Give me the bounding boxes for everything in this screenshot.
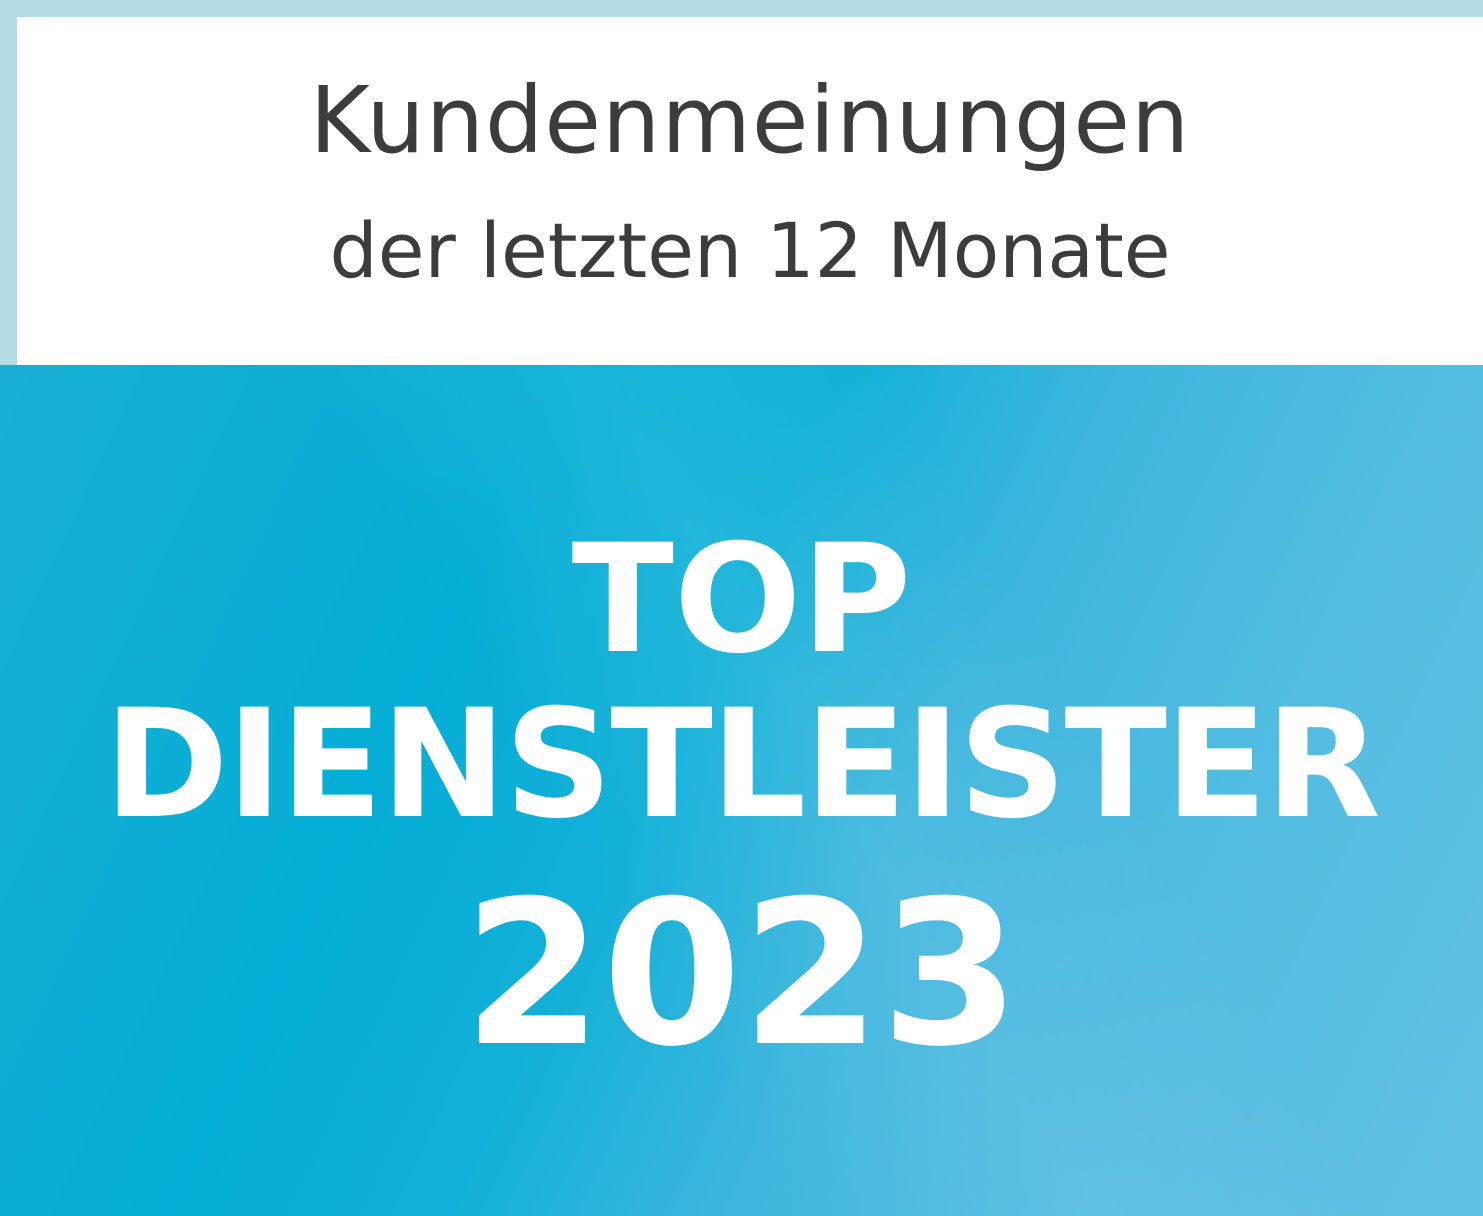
header-subtitle: der letzten 12 Monate — [329, 206, 1171, 295]
badge-top-text: TOP — [571, 513, 912, 687]
badge-panel: TOP DIENSTLEISTER 2023 — [0, 365, 1483, 1216]
badge-year: 2023 — [463, 858, 1020, 1091]
badge-title-text: DIENSTLEISTER — [104, 678, 1381, 852]
header-title: Kundenmeinungen — [309, 67, 1191, 174]
header-box: Kundenmeinungen der letzten 12 Monate — [17, 17, 1483, 365]
